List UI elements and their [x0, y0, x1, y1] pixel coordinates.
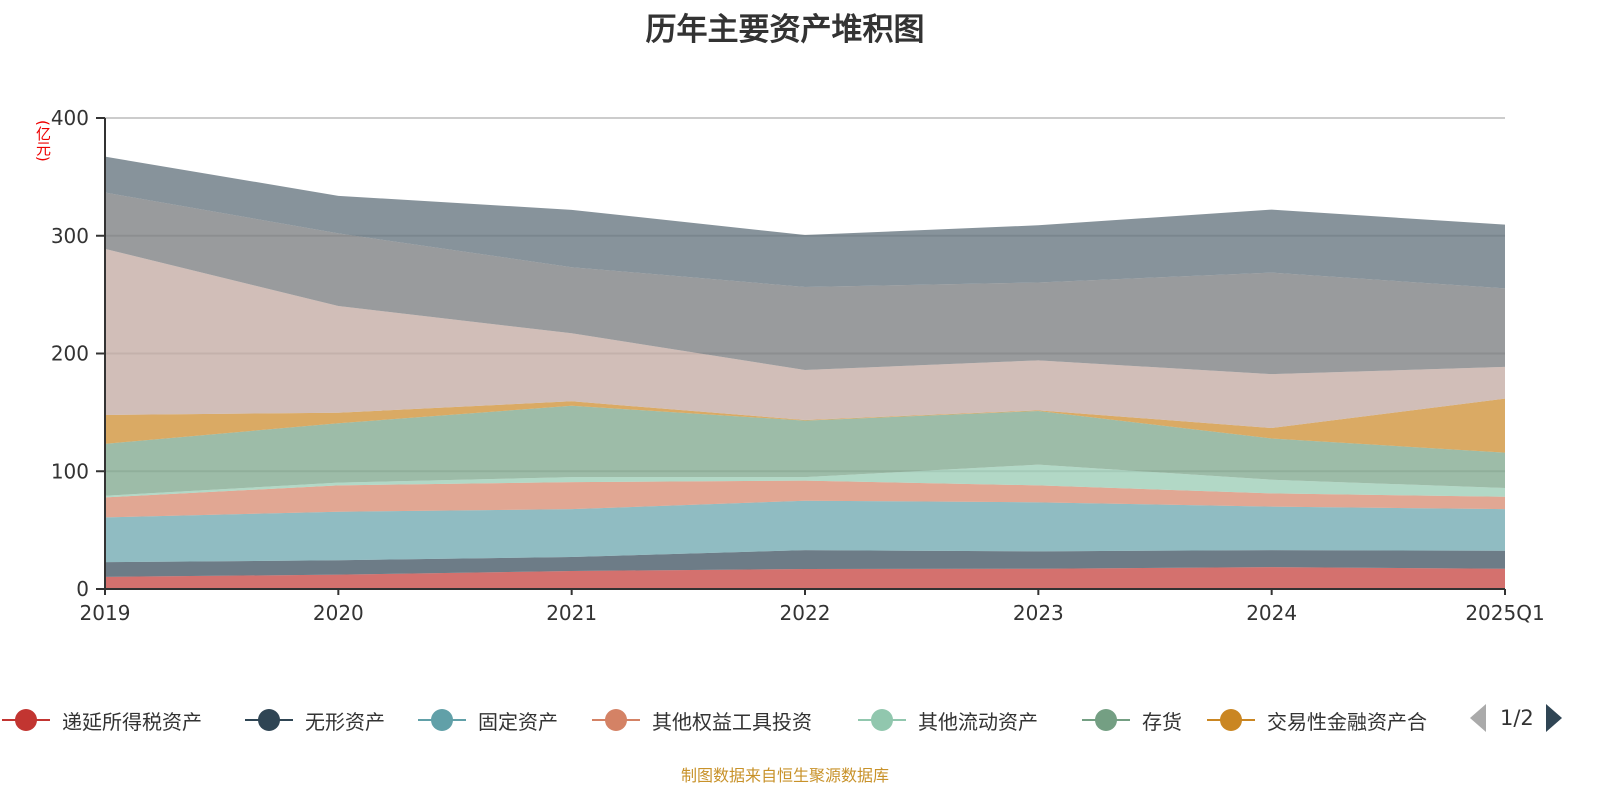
legend-item[interactable]: 无形资产	[245, 705, 385, 735]
y-tick-label: 0	[76, 577, 89, 601]
legend-label: 存货	[1142, 709, 1182, 734]
legend-label: 交易性金融资产合	[1267, 709, 1427, 734]
x-tick-label: 2021	[546, 601, 597, 625]
area-series-4	[105, 464, 1505, 498]
legend-pager: 1/2	[1470, 704, 1562, 732]
y-tick-label: 400	[51, 106, 89, 130]
x-tick-label: 2020	[313, 601, 364, 625]
y-tick-label: 100	[51, 459, 89, 483]
x-tick-label: 2025Q1	[1465, 601, 1544, 625]
x-tick-label: 2022	[780, 601, 831, 625]
area-series-5	[105, 405, 1505, 496]
prev-page-icon[interactable]	[1470, 704, 1486, 732]
legend-marker-icon	[245, 708, 293, 732]
area-series-6	[105, 398, 1505, 453]
legend-marker-icon	[1207, 708, 1255, 732]
legend-label: 无形资产	[305, 709, 385, 734]
legend-item[interactable]: 交易性金融资产合	[1207, 705, 1427, 735]
area-series-8	[105, 192, 1505, 375]
legend-marker-icon	[592, 708, 640, 732]
x-tick-label: 2024	[1246, 601, 1297, 625]
y-axis-unit-label: (亿元)	[34, 120, 52, 162]
area-series-9	[105, 156, 1505, 289]
chart-title: 历年主要资产堆积图	[645, 12, 925, 48]
data-source-note: 制图数据来自恒生聚源数据库	[680, 766, 889, 785]
legend-item[interactable]: 递延所得税资产	[2, 705, 202, 735]
legend-item[interactable]: 其他权益工具投资	[592, 705, 812, 735]
legend-item[interactable]: 固定资产	[418, 705, 558, 735]
legend-item[interactable]: 其他流动资产	[858, 705, 1038, 735]
legend-label: 固定资产	[478, 709, 558, 734]
y-tick-label: 200	[51, 342, 89, 366]
area-series-7	[105, 248, 1505, 429]
area-series	[105, 156, 1505, 589]
area-series-0	[105, 567, 1505, 589]
legend-label: 其他流动资产	[918, 709, 1038, 734]
legend-marker-icon	[858, 708, 906, 732]
legend-item[interactable]: 存货	[1082, 705, 1182, 735]
legend-marker-icon	[1082, 708, 1130, 732]
area-series-3	[105, 480, 1505, 518]
x-tick-label: 2019	[80, 601, 131, 625]
area-series-1	[105, 550, 1505, 577]
y-tick-label: 300	[51, 224, 89, 248]
legend-marker-icon	[2, 708, 50, 732]
legend-label: 递延所得税资产	[62, 709, 202, 734]
next-page-icon[interactable]	[1545, 704, 1562, 732]
legend-label: 其他权益工具投资	[652, 709, 812, 734]
axes: 0 100 200 300 400 2019 2020 2021 2022 2023 2024 202…	[51, 106, 1545, 625]
legend-page-indicator: 1/2	[1500, 706, 1534, 730]
legend-marker-icon	[418, 708, 466, 732]
x-tick-label: 2023	[1013, 601, 1064, 625]
area-series-2	[105, 500, 1505, 563]
